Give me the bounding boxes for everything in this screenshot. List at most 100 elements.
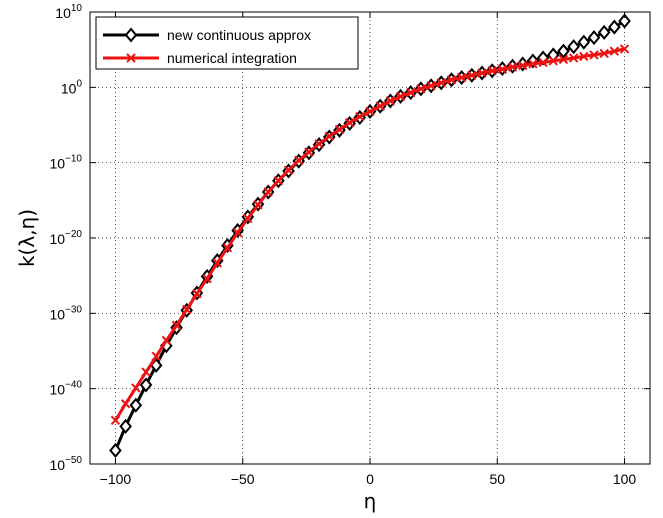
data-point-diamond (557, 43, 570, 59)
y-tick-label: 10−40 (49, 380, 82, 398)
data-point-x (212, 258, 222, 268)
grid-lines (90, 12, 650, 464)
data-point-x (171, 320, 182, 331)
data-point-x (426, 81, 436, 91)
data-point-diamond (618, 13, 631, 29)
data-point-x (192, 289, 202, 299)
data-point-x (120, 399, 131, 409)
legend-marker-series-1 (124, 27, 138, 43)
data-point-x (568, 53, 579, 63)
y-tick-label: 10−30 (49, 304, 82, 322)
data-point-x (314, 139, 324, 149)
data-point-diamond (577, 34, 591, 50)
y-tick-base: 10 (61, 80, 77, 96)
data-point-x (497, 64, 508, 74)
data-point-x (355, 112, 365, 122)
y-tick-exponent: −20 (65, 229, 82, 240)
data-point-diamond (129, 397, 143, 413)
series-2 (110, 44, 630, 426)
y-tick-base: 10 (49, 457, 65, 473)
series-line (114, 19, 626, 451)
legend-marker-series-2 (126, 53, 136, 63)
y-tick-base: 10 (55, 5, 71, 21)
data-point-diamond (139, 377, 153, 393)
y-axis-label: k(λ,η) (15, 209, 39, 267)
data-point-x (334, 124, 345, 135)
data-point-x (579, 51, 589, 62)
legend-box (95, 16, 359, 70)
data-point-x (324, 131, 334, 142)
y-tick-exponent: −50 (65, 455, 82, 466)
data-point-x (304, 147, 314, 157)
y-tick-label: 10−20 (49, 229, 82, 247)
x-tick-label: 100 (613, 471, 637, 487)
y-tick-base: 10 (49, 306, 65, 322)
data-point-x (283, 165, 294, 175)
x-axis-ticks: −100 −50 0 50 100 (100, 12, 637, 487)
data-point-x (507, 62, 518, 72)
data-point-x (243, 213, 253, 224)
legend-label-series-2: numerical integration (167, 50, 297, 66)
series-1 (109, 13, 631, 459)
data-point-x (141, 367, 151, 377)
legend-label-series-1: new continuous approx (167, 27, 311, 43)
data-point-x (253, 200, 263, 210)
data-point-x (385, 96, 396, 106)
data-point-x (131, 383, 141, 393)
x-tick-label: 50 (489, 471, 505, 487)
data-point-x (599, 48, 609, 59)
series-layer (109, 13, 631, 459)
data-point-x (406, 87, 416, 98)
y-tick-exponent: −10 (65, 154, 82, 165)
data-point-x (232, 228, 243, 238)
data-point-x (263, 187, 273, 197)
data-point-x (294, 155, 304, 166)
data-point-x (518, 60, 528, 71)
data-point-diamond (567, 39, 580, 55)
data-point-x (395, 91, 406, 102)
y-tick-exponent: 0 (76, 78, 82, 89)
data-point-x (161, 335, 172, 346)
data-point-diamond (608, 19, 621, 35)
data-point-diamond (109, 442, 122, 459)
y-tick-base: 10 (49, 231, 65, 247)
data-point-x (538, 57, 548, 68)
data-point-x (558, 54, 569, 65)
y-tick-label: 1010 (55, 3, 82, 21)
data-point-x (273, 176, 284, 186)
data-point-diamond (119, 418, 132, 434)
data-point-diamond (587, 30, 601, 46)
data-point-x (609, 46, 620, 56)
data-point-x (487, 66, 497, 76)
data-point-x (446, 75, 457, 85)
data-point-x (619, 44, 630, 54)
data-point-x (222, 243, 233, 253)
data-point-x (110, 415, 121, 426)
data-point-x (548, 56, 558, 66)
data-point-x (344, 118, 355, 128)
y-tick-base: 10 (49, 156, 65, 172)
data-point-x (436, 78, 446, 88)
y-tick-label: 100 (61, 78, 83, 96)
y-tick-exponent: −30 (65, 304, 82, 315)
y-tick-exponent: 10 (71, 3, 83, 14)
data-point-x (467, 70, 477, 80)
y-tick-exponent: −40 (65, 380, 82, 391)
x-tick-label: 0 (366, 471, 374, 487)
data-point-x (365, 106, 375, 117)
legend: new continuous approx numerical integrat… (95, 16, 359, 70)
data-point-x (151, 351, 161, 361)
data-point-x (477, 68, 487, 78)
data-point-x (416, 84, 426, 94)
x-tick-label: −50 (231, 471, 255, 487)
y-tick-label: 10−10 (49, 154, 82, 172)
data-point-x (182, 304, 192, 315)
y-tick-base: 10 (49, 382, 65, 398)
data-point-x (202, 273, 212, 284)
x-tick-label: −100 (100, 471, 132, 487)
data-point-x (589, 50, 599, 60)
y-tick-label: 10−50 (49, 455, 82, 473)
data-point-diamond (597, 24, 611, 40)
